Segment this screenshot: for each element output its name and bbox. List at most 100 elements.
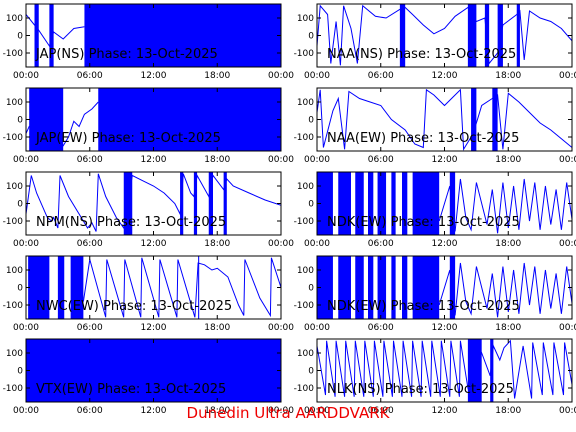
noise-band-3 bbox=[355, 172, 364, 235]
y-tick-label: 100 bbox=[6, 349, 23, 359]
y-tick-label: -100 bbox=[3, 384, 24, 394]
phase-trace-1 bbox=[438, 178, 572, 234]
plot-area bbox=[317, 256, 572, 319]
noise-band-8 bbox=[412, 256, 440, 319]
x-tick-label: 00:00 bbox=[559, 155, 576, 165]
x-tick-label: 18:00 bbox=[495, 406, 521, 416]
x-tick-label: 00:00 bbox=[559, 406, 576, 416]
y-tick-label: 100 bbox=[297, 14, 314, 24]
x-tick-label: 12:00 bbox=[432, 406, 458, 416]
y-tick-label: -100 bbox=[3, 49, 24, 59]
x-tick-label: 12:00 bbox=[432, 323, 458, 333]
panel-title: VTX(EW) Phase: 13-Oct-2025 bbox=[36, 382, 226, 397]
y-tick-label: 0 bbox=[308, 116, 314, 126]
phase-trace-1 bbox=[317, 339, 572, 399]
panel-title: JAP(EW) Phase: 13-Oct-2025 bbox=[35, 131, 221, 146]
y-tick-label: 100 bbox=[6, 98, 23, 108]
y-tick-label: -100 bbox=[294, 49, 315, 59]
x-tick-label: 00:00 bbox=[268, 155, 294, 165]
x-tick-label: 18:00 bbox=[204, 239, 230, 249]
x-tick-label: 00:00 bbox=[559, 239, 576, 249]
x-tick-label: 18:00 bbox=[495, 323, 521, 333]
x-tick-label: 00:00 bbox=[304, 155, 330, 165]
footer-caption: Dunedin Ultra AARDDVARK bbox=[186, 404, 390, 422]
phase-panel-10: 100 0 -100 00:00 06:00 12:00 18:00 00:00 NLK(NS)… bbox=[294, 338, 576, 416]
x-tick-label: 12:00 bbox=[432, 71, 458, 81]
phase-panel-3: 100 0 -100 00:00 06:00 12:00 18:00 00:00 JAP(EW)… bbox=[3, 87, 294, 165]
x-tick-label: 06:00 bbox=[368, 323, 394, 333]
y-tick-label: 0 bbox=[308, 367, 314, 377]
x-tick-label: 06:00 bbox=[368, 406, 394, 416]
x-tick-label: 18:00 bbox=[495, 155, 521, 165]
y-tick-label: -100 bbox=[294, 384, 315, 394]
x-tick-label: 18:00 bbox=[204, 155, 230, 165]
x-tick-label: 06:00 bbox=[77, 406, 103, 416]
x-tick-label: 18:00 bbox=[495, 239, 521, 249]
y-tick-label: 100 bbox=[297, 182, 314, 192]
noise-band-3 bbox=[355, 256, 364, 319]
x-tick-label: 12:00 bbox=[141, 239, 167, 249]
x-tick-label: 00:00 bbox=[268, 239, 294, 249]
plot-area bbox=[26, 172, 281, 235]
x-tick-label: 00:00 bbox=[304, 71, 330, 81]
x-tick-label: 06:00 bbox=[77, 239, 103, 249]
y-tick-label: -100 bbox=[3, 133, 24, 143]
x-tick-label: 06:00 bbox=[77, 155, 103, 165]
y-tick-label: 0 bbox=[17, 284, 23, 294]
x-tick-label: 00:00 bbox=[304, 323, 330, 333]
noise-band-2 bbox=[57, 256, 65, 319]
plot-area bbox=[317, 88, 572, 151]
plot-area bbox=[317, 172, 572, 235]
noise-band-2 bbox=[180, 172, 184, 235]
x-tick-label: 00:00 bbox=[13, 406, 39, 416]
x-tick-label: 00:00 bbox=[559, 71, 576, 81]
noise-band-7 bbox=[402, 172, 408, 235]
phase-panel-1: 100 0 -100 00:00 06:00 12:00 18:00 00:00 JAP(NS)… bbox=[3, 3, 294, 81]
y-tick-label: 100 bbox=[6, 182, 23, 192]
phase-panel-4: 100 0 -100 00:00 06:00 12:00 18:00 00:00 NAA(EW)… bbox=[294, 87, 576, 165]
x-tick-label: 00:00 bbox=[268, 406, 294, 416]
phase-trace-1 bbox=[26, 101, 99, 147]
x-tick-label: 06:00 bbox=[77, 323, 103, 333]
noise-band-3 bbox=[70, 256, 84, 319]
x-tick-label: 06:00 bbox=[368, 155, 394, 165]
phase-panel-5: 100 0 -100 00:00 06:00 12:00 18:00 00:00 NPM(NS)… bbox=[3, 171, 294, 249]
x-tick-label: 18:00 bbox=[204, 71, 230, 81]
x-tick-label: 12:00 bbox=[432, 155, 458, 165]
noise-band-1 bbox=[317, 172, 333, 235]
y-tick-label: -100 bbox=[294, 217, 315, 227]
phase-panel-8: 100 0 -100 00:00 06:00 12:00 18:00 00:00 NDK(EW)… bbox=[294, 255, 576, 333]
x-tick-label: 00:00 bbox=[13, 323, 39, 333]
noise-band-2 bbox=[490, 339, 494, 402]
noise-band-1 bbox=[471, 88, 477, 151]
x-tick-label: 18:00 bbox=[204, 406, 230, 416]
noise-band-7 bbox=[402, 256, 408, 319]
x-tick-label: 18:00 bbox=[495, 71, 521, 81]
noise-band-5 bbox=[223, 172, 227, 235]
phase-trace-1 bbox=[438, 262, 572, 318]
noise-band-9 bbox=[449, 256, 456, 319]
x-tick-label: 06:00 bbox=[368, 239, 394, 249]
y-tick-label: 0 bbox=[308, 32, 314, 42]
panel-title: NLK(NS) Phase: 13-Oct-2025 bbox=[327, 382, 514, 397]
y-tick-label: 0 bbox=[308, 200, 314, 210]
noise-band-2 bbox=[49, 4, 54, 67]
y-tick-label: 100 bbox=[6, 266, 23, 276]
x-tick-label: 00:00 bbox=[13, 155, 39, 165]
noise-band-8 bbox=[412, 172, 440, 235]
y-tick-label: 0 bbox=[17, 367, 23, 377]
noise-band-3 bbox=[193, 172, 198, 235]
phase-trace-1 bbox=[82, 257, 281, 318]
y-tick-label: 0 bbox=[17, 32, 23, 42]
noise-band-4 bbox=[208, 172, 213, 235]
noise-band-5 bbox=[516, 4, 520, 67]
plot-area bbox=[28, 256, 281, 319]
x-tick-label: 00:00 bbox=[13, 71, 39, 81]
x-tick-label: 18:00 bbox=[204, 323, 230, 333]
phase-trace-1 bbox=[26, 14, 85, 48]
noise-band-9 bbox=[449, 172, 456, 235]
phase-trace-1 bbox=[317, 4, 572, 66]
noise-band-4 bbox=[198, 256, 200, 319]
x-tick-label: 00:00 bbox=[304, 239, 330, 249]
